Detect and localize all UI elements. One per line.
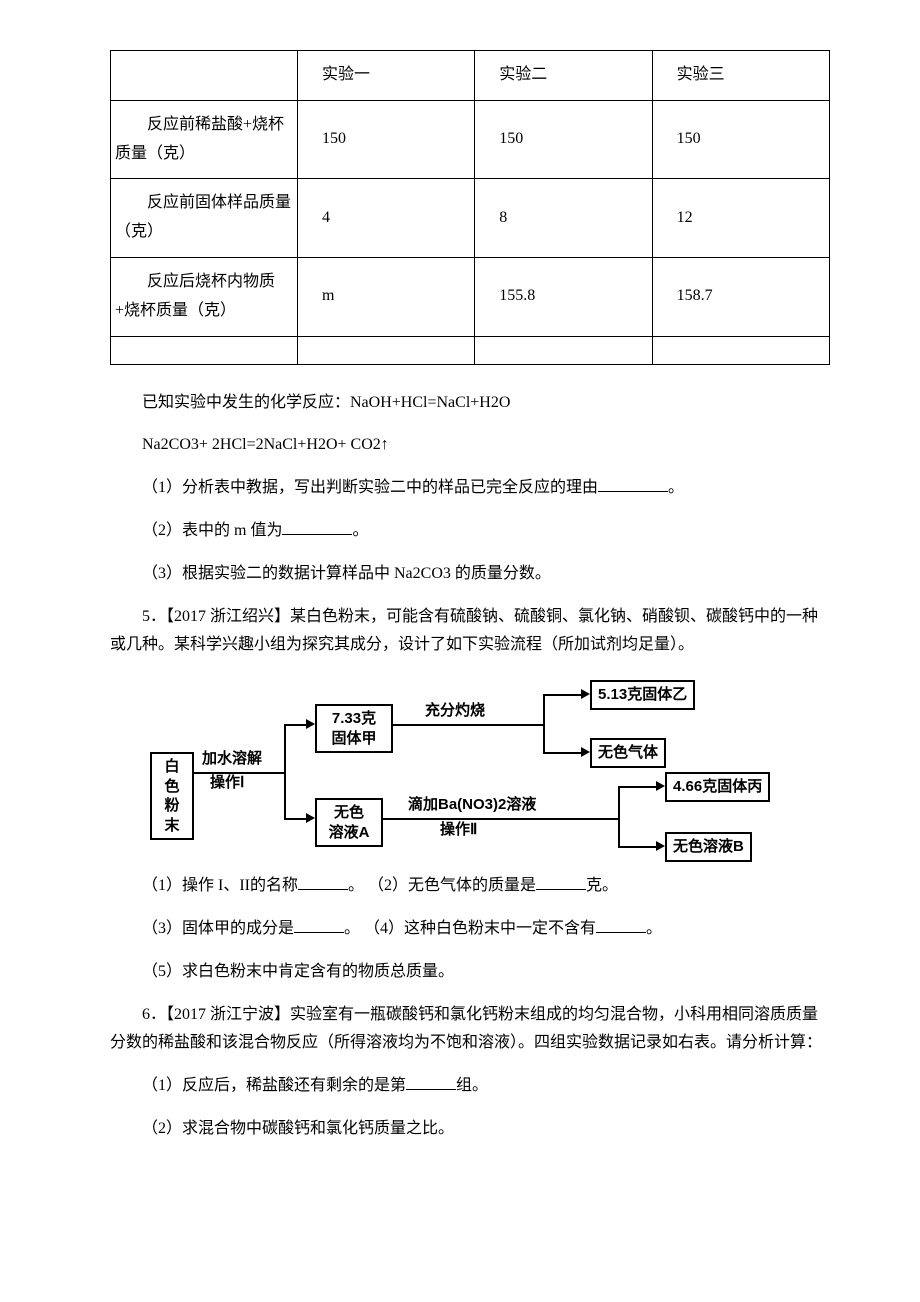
question-6-1: （1）反应后，稀盐酸还有剩余的是第 组。 — [110, 1072, 830, 1101]
flow-label-dissolve: 加水溶解 — [202, 750, 262, 768]
question-5-5: （5）求白色粉末中肯定含有的物质总质量。 — [110, 958, 830, 987]
text: 。 — [646, 920, 662, 937]
flow-line — [618, 786, 620, 848]
table-cell: 150 — [475, 100, 652, 179]
flow-line — [284, 818, 308, 820]
flow-line — [543, 694, 545, 754]
text: 6．【2017 浙江宁波】实验室有一瓶碳酸钙和氯化钙粉末组成的均匀混合物，小科用… — [110, 1006, 822, 1052]
flow-node-solid-yi: 5.13克固体乙 — [590, 680, 695, 710]
flow-line — [393, 724, 543, 726]
flow-node-solid-jia: 7.33克固体甲 — [315, 704, 393, 753]
text: 。 （2）无色气体的质量是 — [348, 877, 536, 894]
fill-blank — [596, 917, 646, 933]
flow-line — [543, 752, 583, 754]
text: （1）分析表中教据，写出判断实验二中的样品已完全反应的理由 — [142, 479, 598, 496]
flow-label-op2: 操作Ⅱ — [440, 821, 477, 839]
flow-line — [543, 694, 583, 696]
fill-blank — [406, 1074, 456, 1090]
question-5-1-2: （1）操作 I、II的名称 。 （2）无色气体的质量是 克。 — [110, 872, 830, 901]
arrow-icon — [656, 841, 665, 851]
flow-label-ba: 滴加Ba(NO3)2溶液 — [408, 796, 536, 814]
table-row-label: 反应后烧杯内物质+烧杯质量（克） — [111, 257, 298, 336]
flow-node-solid-bing: 4.66克固体丙 — [665, 772, 770, 802]
table-row-label: 反应前固体样品质量（克） — [111, 179, 298, 258]
table-cell-empty — [652, 336, 829, 364]
text: 组。 — [456, 1077, 488, 1094]
question-5-3-4: （3）固体甲的成分是 。 （4）这种白色粉末中一定不含有 。 — [110, 915, 830, 944]
reaction-text-2: Na2CO3+ 2HCl=2NaCl+H2O+ CO2↑ — [110, 431, 830, 460]
table-header-empty — [111, 51, 298, 101]
arrow-icon — [306, 813, 315, 823]
flow-node-solution-b: 无色溶液B — [665, 832, 752, 862]
fill-blank — [536, 874, 586, 890]
text: （3）固体甲的成分是 — [142, 920, 294, 937]
text: 克。 — [586, 877, 618, 894]
arrow-icon — [306, 719, 315, 729]
fill-blank — [282, 519, 352, 535]
table-cell: 4 — [297, 179, 474, 258]
fill-blank — [294, 917, 344, 933]
text: 。 — [668, 479, 684, 496]
question-4-3: （3）根据实验二的数据计算样品中 Na2CO3 的质量分数。 — [110, 560, 830, 589]
table-row-label: 反应前稀盐酸+烧杯质量（克） — [111, 100, 298, 179]
table-cell: m — [297, 257, 474, 336]
flow-node-solution-a: 无色溶液A — [315, 798, 383, 847]
table-header: 实验二 — [475, 51, 652, 101]
flow-line — [618, 846, 658, 848]
experiment-table: 实验一 实验二 实验三 反应前稀盐酸+烧杯质量（克） 150 150 150 反… — [110, 50, 830, 365]
question-6-2: （2）求混合物中碳酸钙和氯化钙质量之比。 — [110, 1115, 830, 1144]
flow-line — [618, 786, 658, 788]
question-6-stem: 6．【2017 浙江宁波】实验室有一瓶碳酸钙和氯化钙粉末组成的均匀混合物，小科用… — [110, 1001, 830, 1059]
reaction-text-1: 已知实验中发生的化学反应：NaOH+HCl=NaCl+H2O — [110, 389, 830, 418]
flow-line — [284, 724, 286, 820]
table-cell: 158.7 — [652, 257, 829, 336]
flowchart: 白色粉末 加水溶解 操作Ⅰ 7.33克固体甲 无色溶液A 充分灼烧 5.13克固… — [150, 674, 790, 854]
table-cell: 8 — [475, 179, 652, 258]
flow-line — [383, 818, 618, 820]
flow-node-white-powder: 白色粉末 — [150, 752, 194, 840]
table-cell-empty — [475, 336, 652, 364]
table-cell-empty — [297, 336, 474, 364]
question-4-2: （2）表中的 m 值为 。 — [110, 517, 830, 546]
flow-label-burn: 充分灼烧 — [425, 702, 485, 720]
flow-label-op1: 操作Ⅰ — [210, 774, 244, 792]
table-cell: 12 — [652, 179, 829, 258]
text: （2）表中的 m 值为 — [142, 522, 282, 539]
flow-node-gas: 无色气体 — [590, 738, 666, 768]
arrow-icon — [581, 689, 590, 699]
text: 。 — [352, 522, 368, 539]
flowchart-container: 白色粉末 加水溶解 操作Ⅰ 7.33克固体甲 无色溶液A 充分灼烧 5.13克固… — [110, 674, 830, 854]
table-header: 实验一 — [297, 51, 474, 101]
text: 5．【2017 浙江绍兴】某白色粉末，可能含有硫酸钠、硫酸铜、氯化钠、硝酸钡、碳… — [110, 608, 818, 654]
question-4-1: （1）分析表中教据，写出判断实验二中的样品已完全反应的理由 。 — [110, 474, 830, 503]
fill-blank — [298, 874, 348, 890]
table-cell: 150 — [297, 100, 474, 179]
question-5-stem: 5．【2017 浙江绍兴】某白色粉末，可能含有硫酸钠、硫酸铜、氯化钠、硝酸钡、碳… — [110, 603, 830, 661]
arrow-icon — [656, 781, 665, 791]
fill-blank — [598, 476, 668, 492]
text: 。 （4）这种白色粉末中一定不含有 — [344, 920, 596, 937]
table-cell-empty — [111, 336, 298, 364]
table-cell: 150 — [652, 100, 829, 179]
table-header: 实验三 — [652, 51, 829, 101]
table-cell: 155.8 — [475, 257, 652, 336]
flow-line — [284, 724, 308, 726]
arrow-icon — [581, 747, 590, 757]
text: （1）操作 I、II的名称 — [142, 877, 298, 894]
text: （1）反应后，稀盐酸还有剩余的是第 — [142, 1077, 406, 1094]
